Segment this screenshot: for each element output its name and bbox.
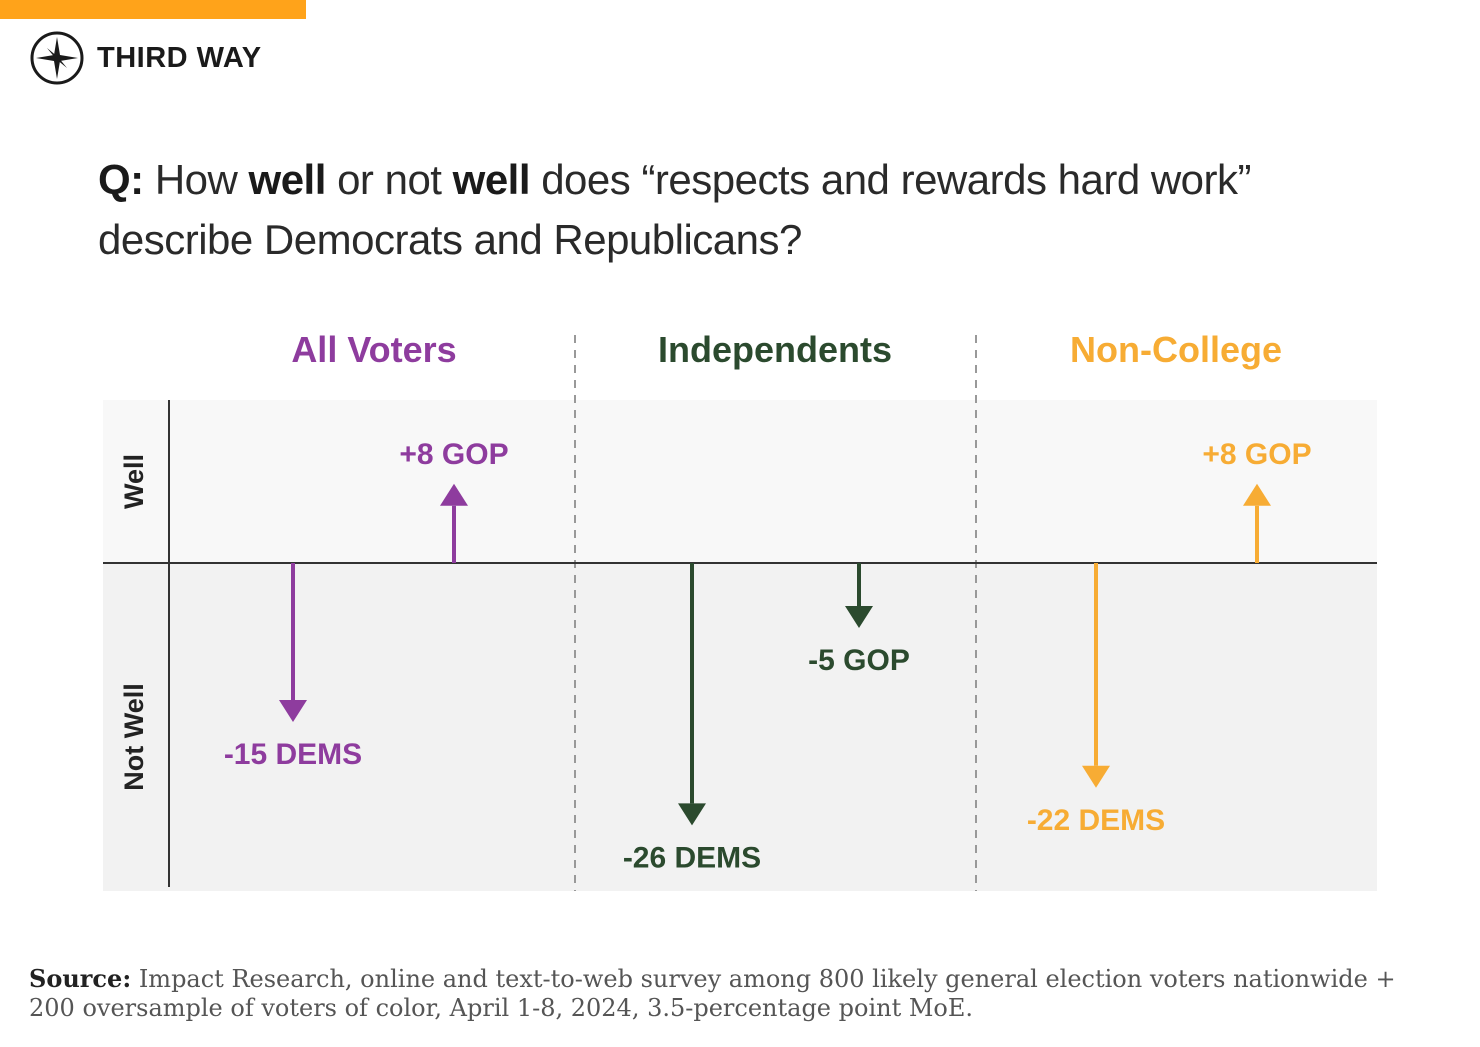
not-well-region bbox=[103, 563, 1377, 891]
question-text-1: How bbox=[154, 156, 238, 203]
source-label: Source: bbox=[29, 964, 132, 993]
arrow-head-independents-dems bbox=[678, 803, 706, 826]
question-text-3: does “respects and rewards hard work” de… bbox=[98, 156, 1252, 263]
brand-name: THIRD WAY bbox=[97, 41, 262, 74]
question-bold-2: well bbox=[452, 156, 531, 203]
y-label-well: Well bbox=[119, 454, 149, 509]
panel-title-2: Independents bbox=[658, 329, 892, 370]
brand-logo: THIRD WAY bbox=[29, 30, 262, 86]
data-label-all-voters-gop: +8 GOP bbox=[399, 438, 508, 471]
chart: Well Not Well All Voters -15 DEMS +8 GOP Inde… bbox=[103, 329, 1377, 891]
question-prefix: Q: bbox=[98, 156, 144, 203]
data-label-non-college-dems: -22 DEMS bbox=[1027, 804, 1165, 837]
data-label-non-college-gop: +8 GOP bbox=[1202, 438, 1311, 471]
question-title: Q: How well or not well does “respects a… bbox=[98, 150, 1398, 270]
panel-title-1: All Voters bbox=[291, 329, 456, 370]
question-text-2: or not bbox=[337, 156, 442, 203]
source-note: Source: Impact Research, online and text… bbox=[29, 964, 1449, 1023]
brand-accent-bar bbox=[0, 0, 306, 19]
arrow-head-all-voters-dems bbox=[279, 700, 307, 722]
data-label-independents-dems: -26 DEMS bbox=[623, 841, 761, 874]
source-text: Impact Research, online and text-to-web … bbox=[29, 965, 1396, 1022]
arrow-head-non-college-dems bbox=[1082, 765, 1110, 788]
arrow-head-independents-gop bbox=[845, 606, 873, 628]
well-region bbox=[103, 400, 1377, 563]
arrow-head-non-college-gop bbox=[1243, 483, 1271, 506]
compass-star-icon bbox=[30, 31, 84, 85]
question-bold-1: well bbox=[248, 156, 327, 203]
arrow-head-all-voters-gop bbox=[440, 483, 468, 506]
data-label-independents-gop: -5 GOP bbox=[808, 644, 910, 677]
y-label-not-well: Not Well bbox=[119, 683, 149, 791]
panel-title-3: Non-College bbox=[1070, 329, 1282, 370]
data-label-all-voters-dems: -15 DEMS bbox=[224, 738, 362, 771]
